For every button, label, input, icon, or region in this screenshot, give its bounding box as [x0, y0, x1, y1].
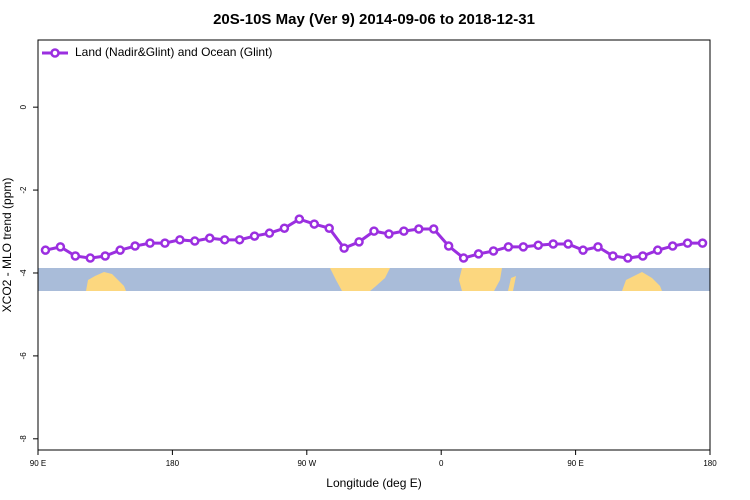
- y-axis-label: XCO2 - MLO trend (ppm): [0, 178, 14, 313]
- data-point: [593, 242, 603, 252]
- data-point: [428, 224, 439, 234]
- data-point: [652, 245, 663, 255]
- x-tick-label: 90 E: [30, 459, 46, 468]
- x-tick-label: 90 E: [567, 459, 583, 468]
- data-point: [219, 235, 230, 245]
- data-point: [249, 231, 260, 241]
- data-point: [339, 243, 349, 253]
- y-tick-label: -2: [19, 186, 28, 194]
- data-point: [70, 251, 81, 261]
- data-point: [682, 238, 693, 248]
- y-tick-label: -6: [19, 352, 28, 360]
- chart-title: 20S-10S May (Ver 9) 2014-09-06 to 2018-1…: [213, 11, 535, 28]
- map-strip: [38, 268, 710, 291]
- data-point: [563, 239, 573, 249]
- data-point: [100, 251, 110, 261]
- x-tick-label: 180: [703, 459, 717, 468]
- data-point: [85, 253, 96, 263]
- y-tick-label: -8: [19, 435, 28, 443]
- data-point: [667, 241, 678, 251]
- data-point: [697, 238, 708, 248]
- data-point: [115, 245, 125, 255]
- data-point: [518, 242, 529, 252]
- data-point: [175, 235, 185, 245]
- data-point: [384, 229, 394, 239]
- data-point: [234, 235, 245, 245]
- data-point: [473, 249, 484, 259]
- data-point: [369, 226, 379, 236]
- data-point: [533, 240, 544, 250]
- data-point: [578, 245, 588, 255]
- data-point: [548, 239, 558, 249]
- y-tick-label: 0: [19, 104, 28, 109]
- data-point: [309, 219, 320, 229]
- legend-marker: [50, 48, 60, 58]
- data-point: [40, 245, 51, 255]
- data-point: [488, 246, 499, 256]
- data-point: [279, 223, 290, 233]
- data-point: [324, 223, 334, 233]
- plot-frame: [37, 39, 711, 451]
- x-tick-label: 180: [166, 459, 180, 468]
- y-tick-label: -4: [19, 269, 28, 277]
- data-point: [190, 236, 200, 246]
- data-point: [608, 251, 618, 261]
- data-point: [443, 241, 454, 251]
- data-point: [623, 253, 633, 263]
- data-point: [638, 251, 648, 261]
- data-point: [503, 242, 514, 252]
- data-point: [130, 241, 140, 251]
- x-axis-label: Longitude (deg E): [326, 476, 421, 490]
- data-point: [204, 233, 215, 243]
- data-point: [145, 238, 155, 248]
- data-point: [399, 226, 409, 236]
- data-point: [458, 253, 469, 263]
- data-point: [55, 242, 66, 252]
- data-point: [354, 237, 364, 247]
- data-point: [160, 238, 170, 248]
- x-tick-label: 0: [439, 459, 444, 468]
- data-point: [414, 224, 424, 234]
- x-tick-label: 90 W: [297, 459, 316, 468]
- series-line: [45, 217, 703, 260]
- legend-label: Land (Nadir&Glint) and Ocean (Glint): [75, 45, 272, 59]
- data-point: [294, 214, 305, 224]
- data-point: [264, 228, 275, 238]
